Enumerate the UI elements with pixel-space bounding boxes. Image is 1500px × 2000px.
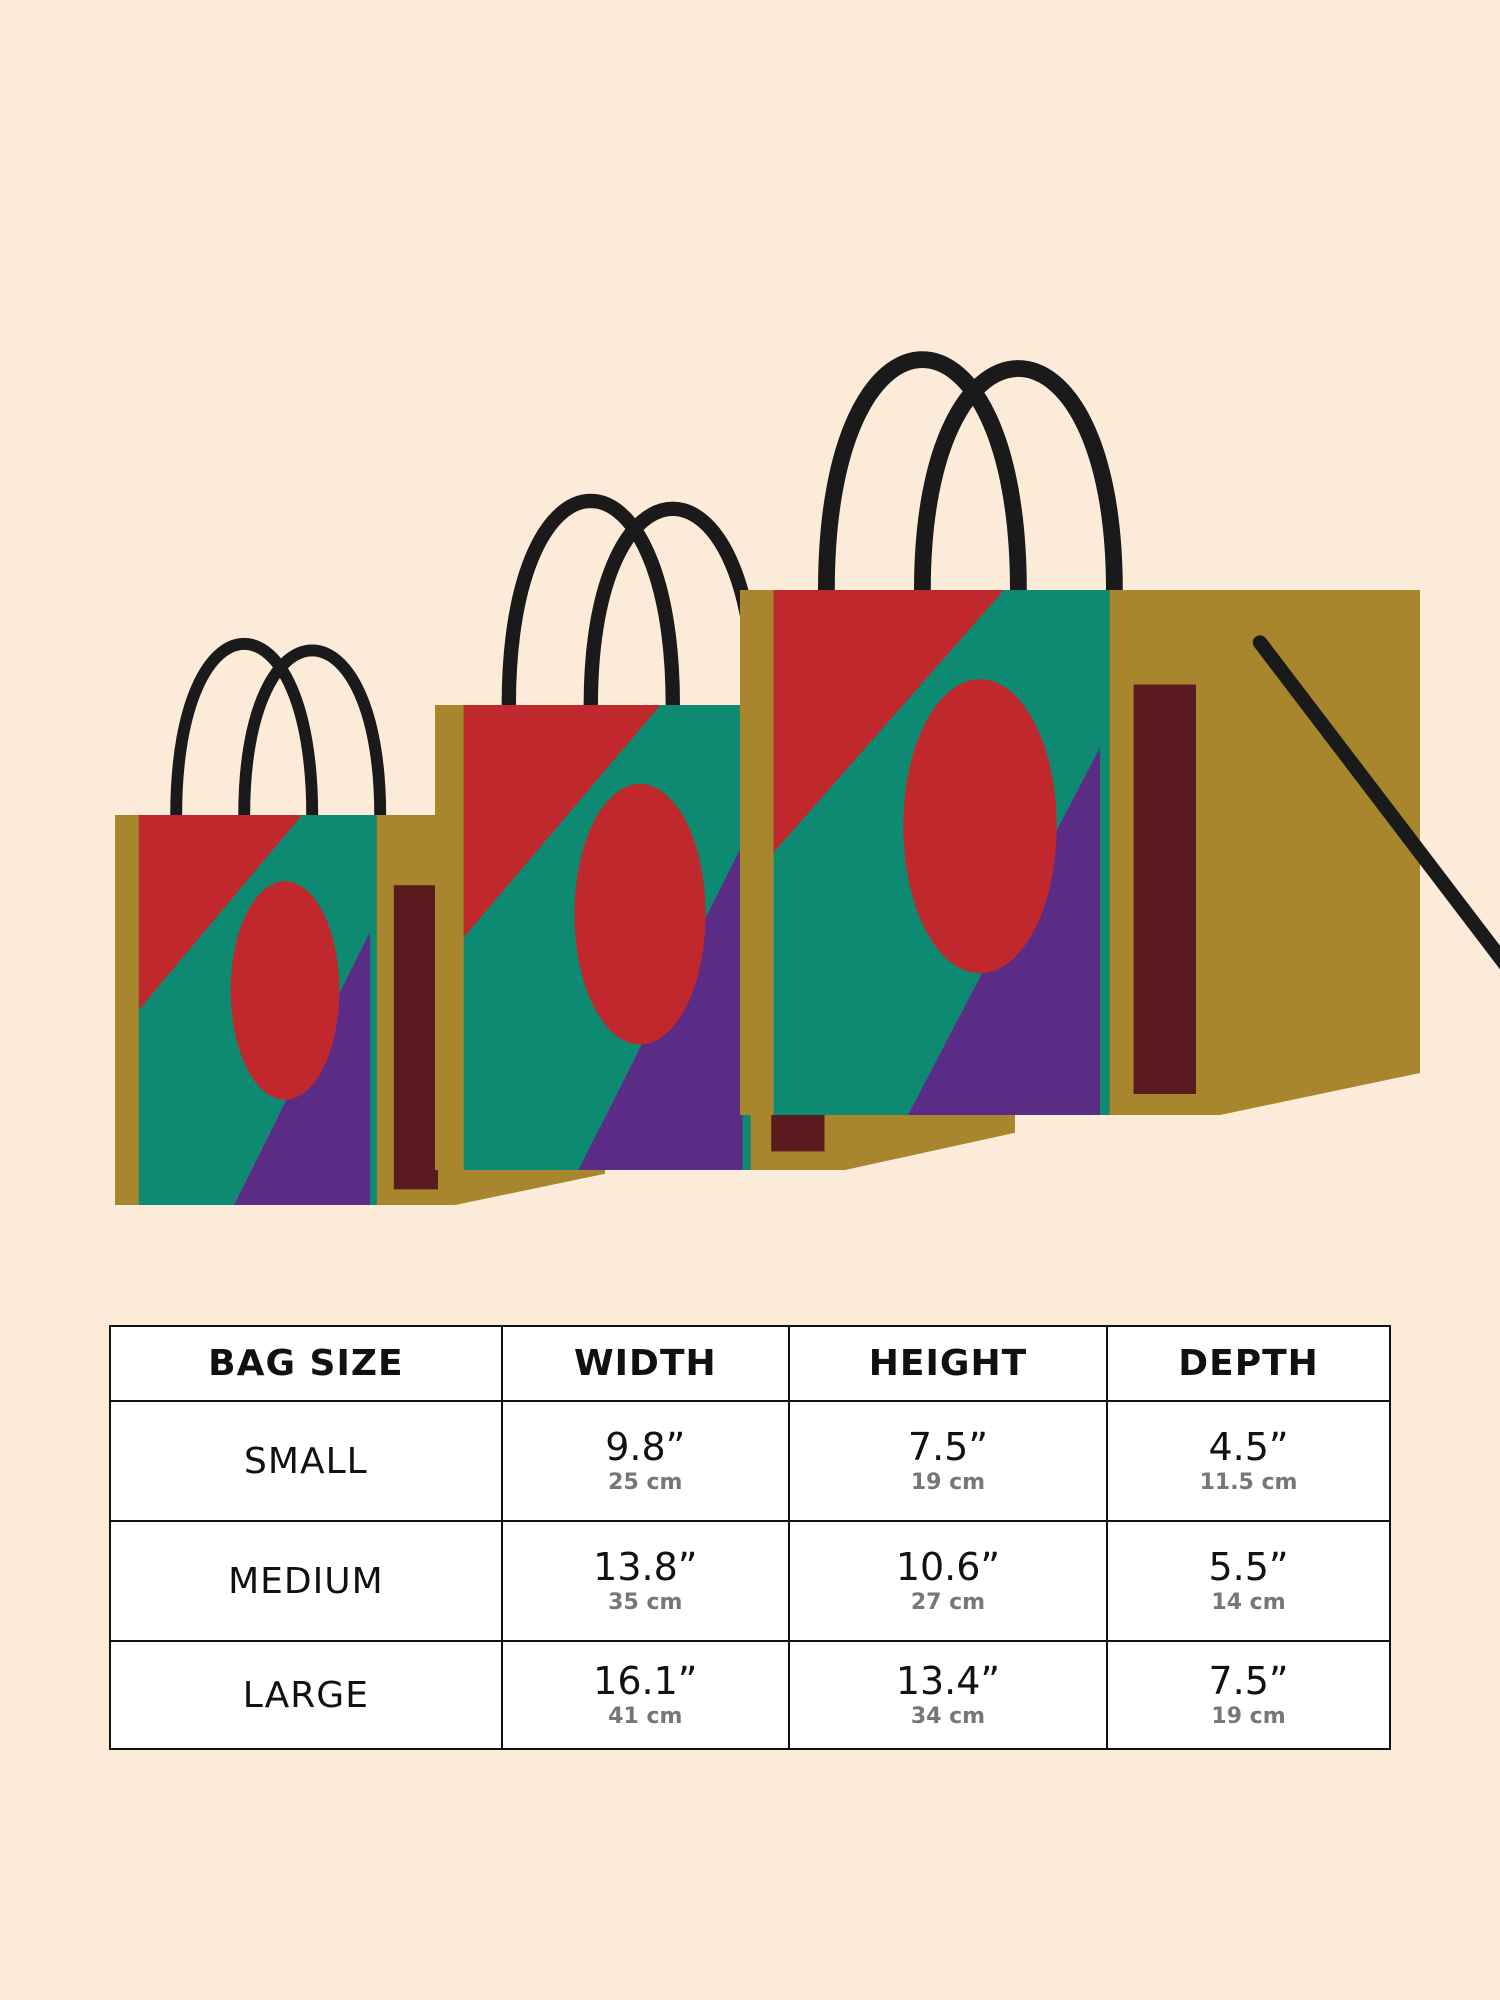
depth-cm: 14 cm [1211,1590,1286,1615]
large-bag-red-shape [773,590,1004,853]
large-bag-shoulder-strap [1252,635,1500,970]
handbags-product-image [115,351,1500,1205]
small-bag-maroon-panel [393,885,438,1190]
large-bag-face-art [903,679,1057,974]
depth-cell: 7.5” 19 cm [1106,1640,1391,1750]
width-cm: 25 cm [608,1470,683,1495]
size-label: SMALL [109,1400,503,1522]
depth-inches: 5.5” [1208,1545,1289,1589]
height-inches: 13.4” [895,1659,1001,1703]
small-bag-gold-strip [115,815,139,1205]
height-inches: 10.6” [895,1545,1001,1589]
depth-cm: 11.5 cm [1199,1470,1298,1495]
table-header-row: BAG SIZE WIDTH HEIGHT DEPTH [109,1325,1391,1402]
header-depth: DEPTH [1106,1325,1391,1402]
height-cell: 7.5” 19 cm [787,1400,1109,1522]
depth-cell: 5.5” 14 cm [1106,1520,1391,1642]
table-row: MEDIUM 13.8” 35 cm 10.6” 27 cm 5.5” 14 cm [109,1520,1391,1642]
depth-cell: 4.5” 11.5 cm [1106,1400,1391,1522]
large-bag-gold-strip [740,590,774,1115]
width-cell: 13.8” 35 cm [500,1520,790,1642]
height-cm: 19 cm [910,1470,986,1495]
height-cm: 27 cm [910,1590,986,1615]
small-bag-handle-back [170,638,319,816]
width-cm: 35 cm [608,1590,683,1615]
medium-bag-face-art [574,784,706,1045]
depth-inches: 4.5” [1208,1425,1289,1469]
header-bag-size: BAG SIZE [109,1325,503,1402]
table-row: LARGE 16.1” 41 cm 13.4” 34 cm 7.5” 19 cm [109,1640,1391,1750]
width-inches: 16.1” [593,1659,698,1703]
height-inches: 7.5” [907,1425,989,1469]
size-label: LARGE [109,1640,503,1750]
large-bag-maroon-panel [1133,684,1196,1094]
width-cell: 16.1” 41 cm [500,1640,790,1750]
large-bag-side-panel [1220,590,1420,1115]
width-cell: 9.8” 25 cm [500,1400,790,1522]
large-bag-handle-back [818,351,1027,591]
height-cell: 13.4” 34 cm [787,1640,1109,1750]
table-row: SMALL 9.8” 25 cm 7.5” 19 cm 4.5” 11.5 cm [109,1400,1391,1522]
size-label: MEDIUM [109,1520,503,1642]
large-bag-handle-front [914,360,1123,591]
width-inches: 9.8” [605,1425,686,1469]
medium-bag-gold-strip [435,705,464,1170]
header-height: HEIGHT [787,1325,1109,1402]
height-cm: 34 cm [910,1704,986,1729]
size-chart-table: BAG SIZE WIDTH HEIGHT DEPTH SMALL 9.8” 25… [109,1325,1391,1750]
small-bag-handle-front [238,644,387,816]
header-width: WIDTH [500,1325,790,1402]
small-bag-red-shape [138,815,302,1010]
medium-bag-red-shape [463,705,661,938]
width-inches: 13.8” [593,1545,698,1589]
depth-cm: 19 cm [1211,1704,1286,1729]
medium-bag-handle-back [501,494,680,706]
height-cell: 10.6” 27 cm [787,1520,1109,1642]
depth-inches: 7.5” [1208,1659,1289,1703]
width-cm: 41 cm [608,1704,683,1729]
small-bag-face-art [230,881,340,1100]
